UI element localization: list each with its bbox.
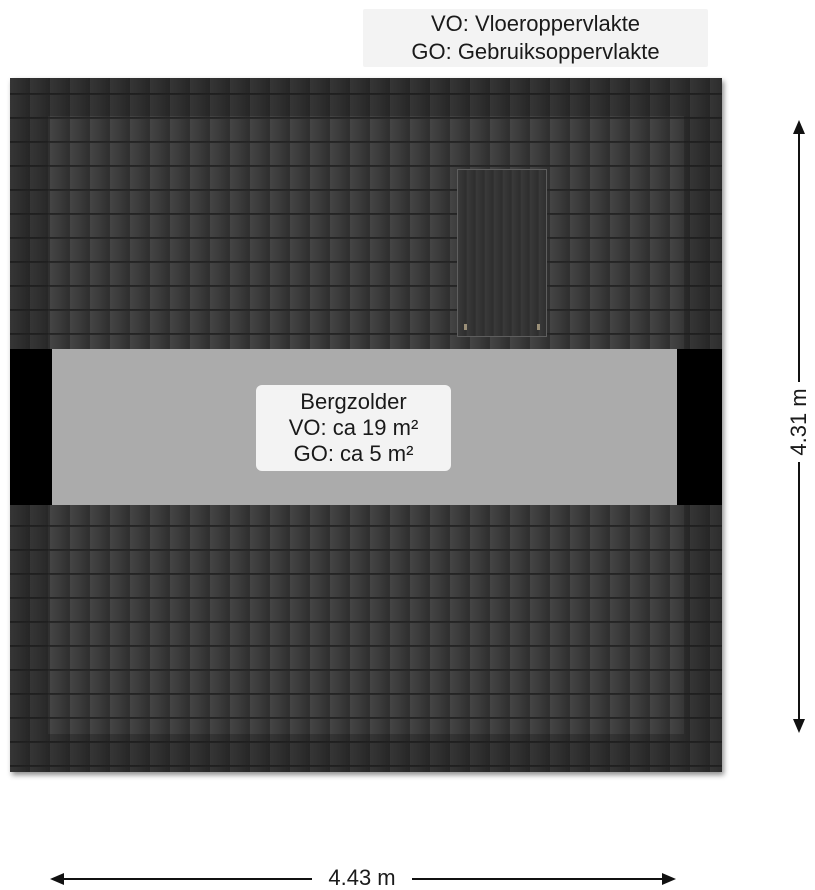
room-label: Bergzolder VO: ca 19 m² GO: ca 5 m² [256, 385, 451, 471]
arrow-up-icon [793, 120, 805, 134]
height-dimension-label: 4.31 m [785, 382, 813, 462]
room-go: GO: ca 5 m² [293, 441, 414, 466]
room-vo: VO: ca 19 m² [288, 415, 419, 440]
arrow-right-icon [662, 873, 676, 885]
arrow-down-icon [793, 719, 805, 733]
legend: VO: Vloeroppervlakte GO: Gebruiksoppervl… [363, 9, 708, 67]
width-dimension-label: 4.43 m [312, 865, 412, 890]
room-name: Bergzolder [300, 389, 407, 414]
legend-go: GO: Gebruiksoppervlakte [411, 39, 660, 64]
hatch-hinge-icon [537, 324, 540, 330]
roof-hatch [457, 169, 547, 337]
legend-vo: VO: Vloeroppervlakte [430, 11, 641, 36]
hatch-hinge-icon [464, 324, 467, 330]
arrow-left-icon [50, 873, 64, 885]
